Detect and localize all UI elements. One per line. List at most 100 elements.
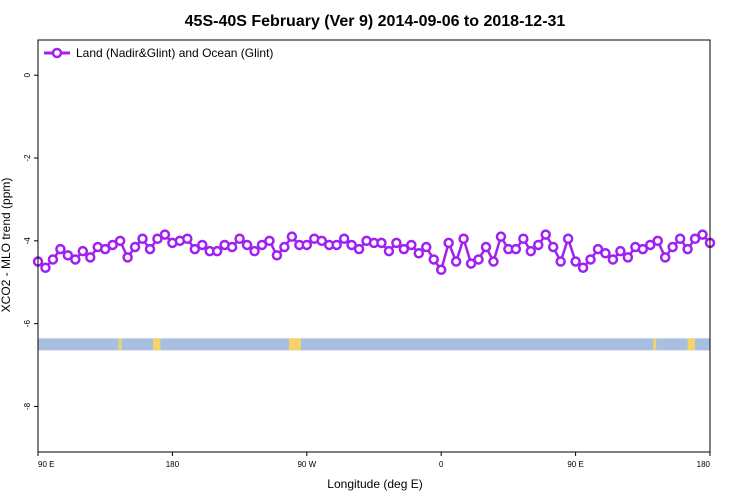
land-segment <box>152 338 161 351</box>
data-point <box>249 245 260 257</box>
data-point <box>607 254 619 265</box>
data-point <box>122 252 133 263</box>
data-point <box>144 243 156 255</box>
y-tick-label: -8 <box>23 402 32 410</box>
land-segment <box>288 338 301 351</box>
data-point <box>495 231 507 242</box>
ocean-strip <box>38 338 710 351</box>
axis-ticks: 90 E 180 90 W 0 90 E 180 0 -2 -4 -6 -8 <box>23 72 711 469</box>
data-point <box>667 241 678 253</box>
x-tick-label: 90 W <box>297 460 316 469</box>
y-tick-label: -2 <box>23 154 32 162</box>
data-point <box>152 233 163 245</box>
data-point <box>540 229 551 240</box>
data-point <box>129 241 141 253</box>
data-point <box>398 243 410 255</box>
data-point <box>570 256 581 267</box>
data-point <box>645 239 656 251</box>
data-point <box>458 233 469 245</box>
data-point <box>47 254 59 265</box>
data-point <box>592 243 604 255</box>
x-tick-label: 180 <box>166 460 180 469</box>
data-point <box>510 243 522 255</box>
data-point <box>159 229 171 240</box>
data-point <box>241 239 253 251</box>
data-point <box>338 233 350 245</box>
data-point <box>428 254 439 265</box>
data-point <box>488 256 499 267</box>
y-tick-label: -6 <box>23 320 32 328</box>
data-point <box>518 233 529 245</box>
data-point <box>70 254 81 265</box>
y-axis-label: XCO2 - MLO trend (ppm) <box>0 178 13 313</box>
land-segment <box>653 338 657 351</box>
data-point <box>562 233 574 245</box>
data-point <box>637 243 649 255</box>
data-point <box>674 233 686 245</box>
data-point <box>585 254 596 265</box>
legend: Land (Nadir&Glint) and Ocean (Glint) <box>44 46 273 60</box>
data-point <box>533 239 544 251</box>
data-point <box>85 252 96 263</box>
data-point <box>465 258 477 269</box>
data-point <box>421 241 432 253</box>
x-tick-label: 90 E <box>567 460 583 469</box>
data-point <box>555 256 566 267</box>
data-point <box>234 233 245 245</box>
data-point <box>480 241 492 253</box>
data-point <box>182 233 193 245</box>
legend-marker-swatch <box>51 47 63 59</box>
data-point <box>99 243 111 255</box>
chart-title: 45S-40S February (Ver 9) 2014-09-06 to 2… <box>185 13 566 30</box>
data-point <box>697 229 708 240</box>
data-point <box>211 245 223 257</box>
data-point <box>435 264 447 276</box>
data-point <box>443 237 454 249</box>
data-point <box>406 239 417 251</box>
x-tick-label: 90 E <box>38 460 54 469</box>
y-tick-label: 0 <box>23 72 32 77</box>
data-point <box>197 239 208 251</box>
data-point <box>353 243 365 255</box>
x-tick-label: 0 <box>439 460 444 469</box>
data-point <box>137 233 148 245</box>
data-point <box>413 247 425 259</box>
plot-frame <box>37 39 711 453</box>
data-point <box>622 252 634 263</box>
data-point <box>286 231 298 242</box>
data-point <box>316 235 327 247</box>
data-point <box>383 245 395 257</box>
data-point <box>114 235 126 247</box>
data-point <box>473 254 484 265</box>
data-point <box>62 250 74 261</box>
data-point <box>547 241 559 253</box>
legend-label: Land (Nadir&Glint) and Ocean (Glint) <box>76 46 273 60</box>
data-point <box>600 247 611 259</box>
data-point <box>652 235 663 247</box>
land-ocean-strip <box>38 338 710 351</box>
data-point <box>40 262 51 273</box>
data-point <box>525 245 537 257</box>
data-point <box>391 237 402 249</box>
data-point <box>55 243 66 255</box>
data-point <box>264 235 275 247</box>
data-point <box>615 245 626 257</box>
data-point <box>279 241 290 253</box>
data-point <box>682 243 693 255</box>
series-layer <box>32 229 716 276</box>
data-point <box>659 252 671 263</box>
data-point <box>376 237 387 249</box>
x-tick-label: 180 <box>697 460 711 469</box>
data-point <box>331 239 342 251</box>
data-point <box>301 239 313 251</box>
data-point <box>450 256 462 267</box>
x-axis-label: Longitude (deg E) <box>327 477 422 491</box>
data-point <box>689 233 701 245</box>
data-point <box>77 245 89 257</box>
data-point <box>271 250 283 261</box>
data-point <box>189 243 201 255</box>
data-point <box>226 241 238 253</box>
data-point <box>256 239 268 251</box>
data-point <box>346 239 357 251</box>
